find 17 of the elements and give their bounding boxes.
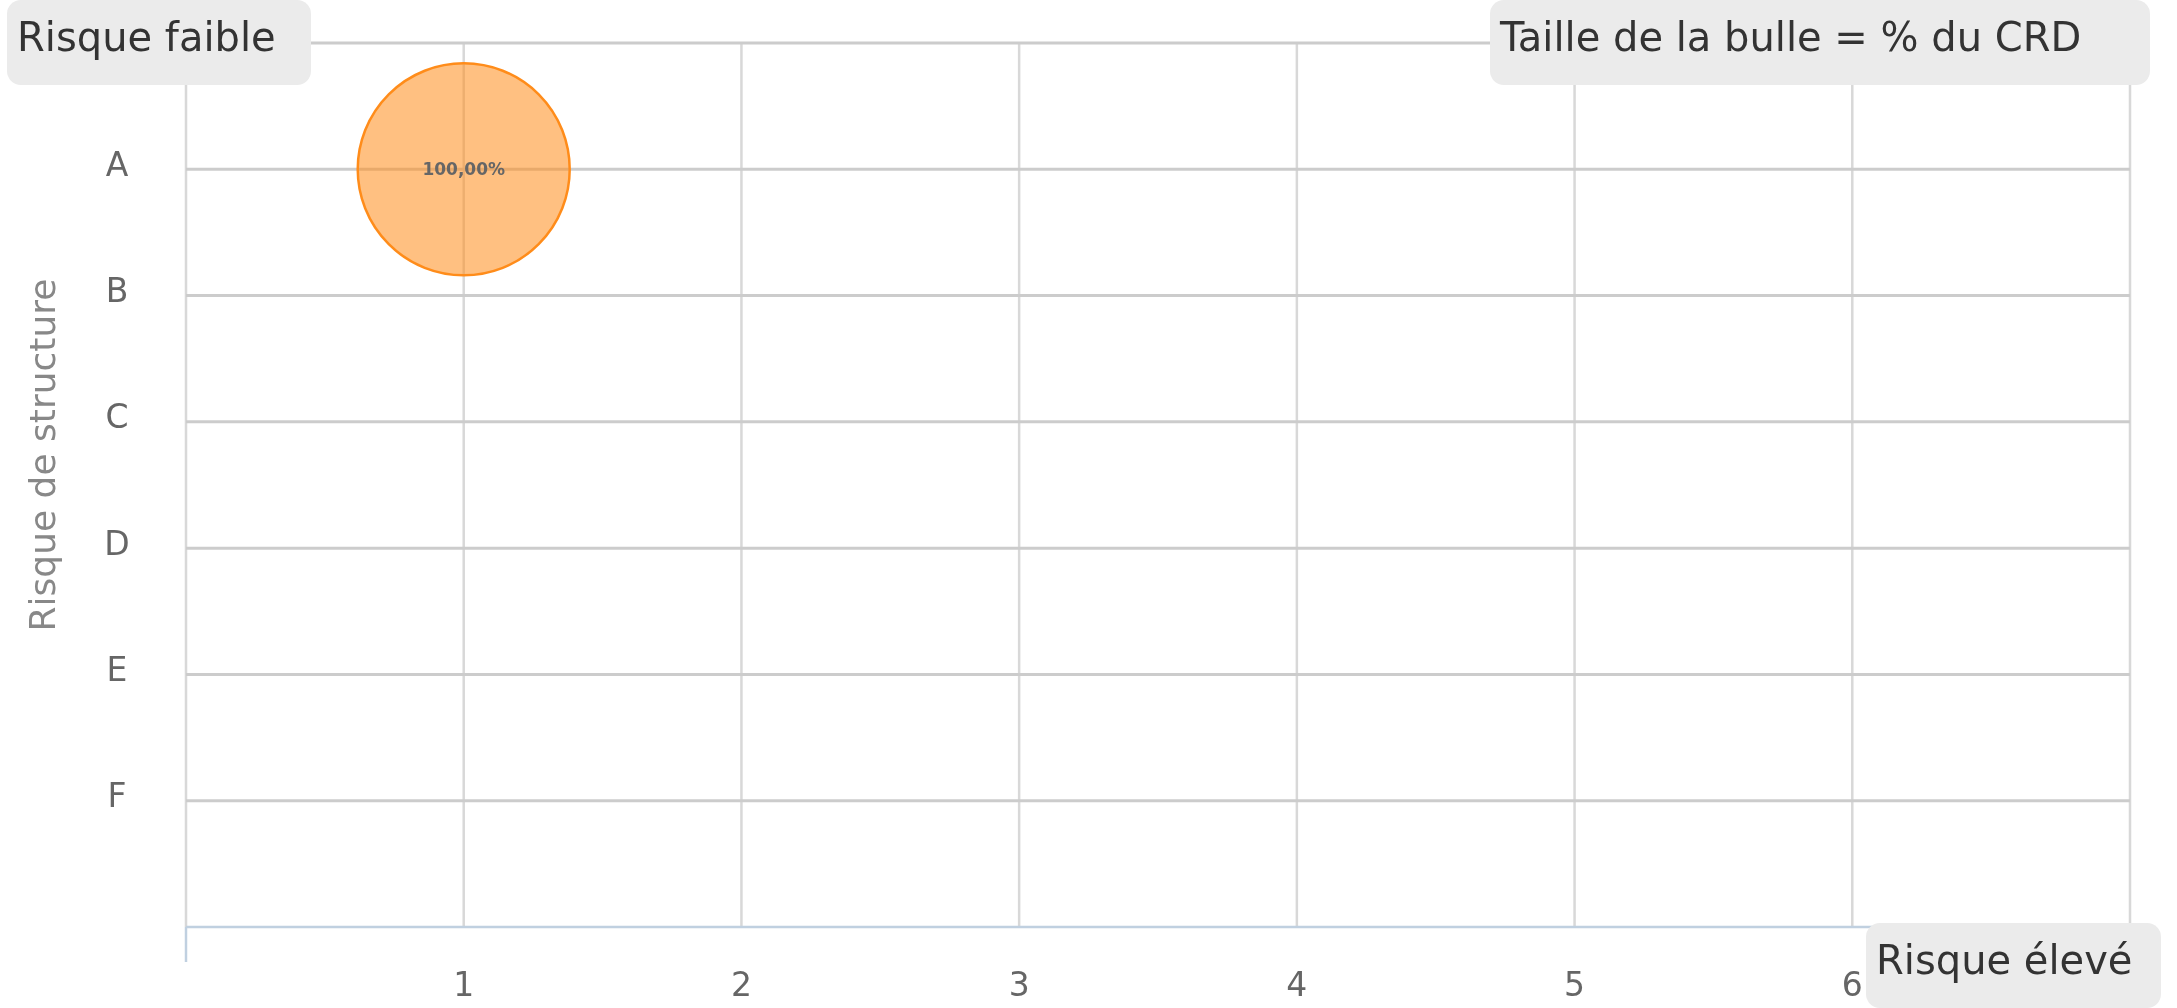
x-tick-label: 3 (1008, 965, 1030, 1004)
y-tick-label: A (105, 144, 129, 184)
y-axis-title: Risque de structure (21, 278, 63, 632)
y-tick-label: F (107, 776, 127, 816)
annotation: Risque faible (17, 13, 276, 60)
y-tick-label: B (105, 271, 129, 311)
x-tick-label: 6 (1841, 965, 1863, 1004)
annotation: Taille de la bulle = % du CRD (1499, 13, 2082, 60)
y-tick-label: C (105, 397, 129, 437)
y-tick-label: E (106, 649, 128, 689)
x-tick-label: 5 (1564, 965, 1586, 1004)
data-label: 100,00% (422, 159, 506, 180)
y-tick-label: D (104, 523, 130, 563)
x-tick-label: 2 (730, 965, 752, 1004)
x-tick-label: 1 (453, 965, 475, 1004)
x-tick-label: 4 (1286, 965, 1308, 1004)
text: Risque élevé (1876, 936, 2133, 983)
